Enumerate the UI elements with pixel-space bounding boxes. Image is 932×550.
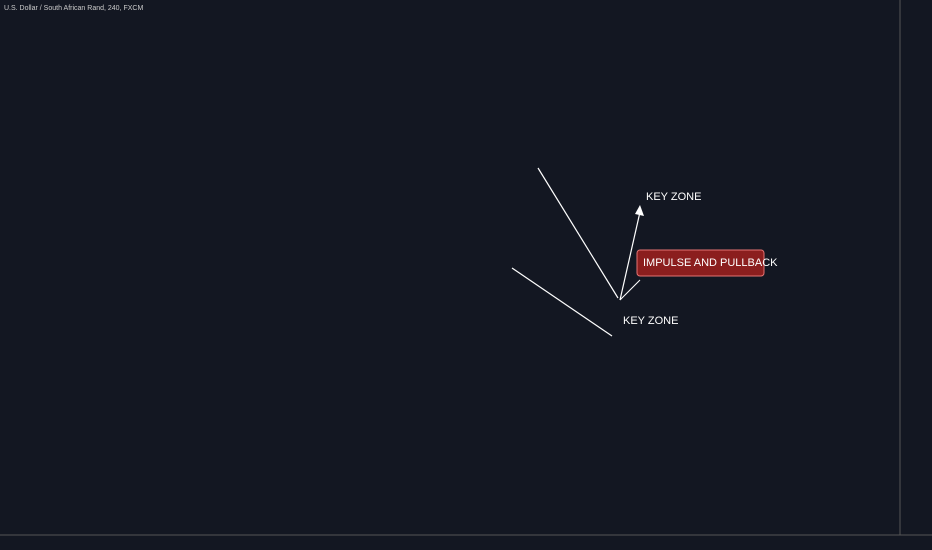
wedge-line <box>511 267 613 337</box>
chart-title: U.S. Dollar / South African Rand, 240, F… <box>4 5 143 12</box>
wedge-line <box>537 167 619 299</box>
arrow <box>619 211 641 301</box>
arrow-head <box>635 205 644 216</box>
annotation: KEY ZONE <box>646 191 701 203</box>
callout-line <box>619 279 641 301</box>
annotation: IMPULSE AND PULLBACK <box>643 257 778 269</box>
callout-box <box>636 249 765 277</box>
annotation: KEY ZONE <box>623 315 678 327</box>
price-axis <box>900 0 932 535</box>
